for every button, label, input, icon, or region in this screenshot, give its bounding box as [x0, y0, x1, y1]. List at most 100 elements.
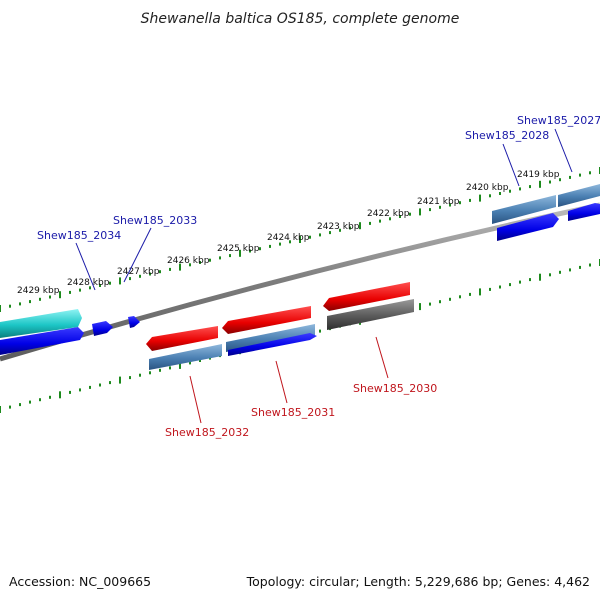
gene-block-steel[interactable]	[558, 184, 600, 207]
accession-text: Accession: NC_009665	[9, 574, 152, 589]
ruler-minor-tick	[319, 233, 321, 237]
ruler-minor-tick	[469, 292, 471, 296]
ruler-minor-tick	[159, 270, 161, 274]
ruler-major-tick	[119, 277, 121, 285]
ruler-major-tick	[419, 303, 421, 311]
tick-label: 2427 kbp	[117, 267, 160, 277]
gene-block-steel[interactable]	[492, 195, 556, 224]
gene-label-shew185-2031[interactable]: Shew185_2031	[251, 406, 335, 419]
tick-label: 2423 kbp	[317, 222, 360, 232]
ruler-minor-tick	[579, 265, 581, 269]
ruler-minor-tick	[519, 187, 521, 191]
ruler-minor-tick	[379, 219, 381, 223]
ruler-major-tick	[479, 194, 481, 202]
ruler-minor-tick	[409, 212, 411, 216]
ruler-minor-tick	[399, 215, 401, 218]
feature-track-reverse	[146, 282, 414, 370]
ruler-minor-tick	[9, 405, 11, 409]
ruler-minor-tick	[439, 300, 441, 304]
gene-label-shew185-2027[interactable]: Shew185_2027	[517, 114, 600, 127]
cds-arrow-forward[interactable]	[228, 333, 317, 356]
ruler-minor-tick	[69, 290, 71, 294]
ruler-minor-tick	[39, 297, 41, 301]
gene-label-shew185-2032[interactable]: Shew185_2032	[165, 426, 249, 439]
ruler-minor-tick	[389, 217, 391, 221]
ruler-minor-tick	[329, 231, 331, 235]
cds-arrow-reverse[interactable]	[222, 306, 311, 334]
ruler-minor-tick	[149, 272, 151, 276]
gene-labels: Shew185_2027 Shew185_2028 Shew185_2033 S…	[37, 114, 600, 439]
ruler-minor-tick	[569, 268, 571, 272]
ruler-minor-tick	[489, 287, 491, 291]
ruler-major-tick	[359, 222, 361, 230]
ruler-minor-tick	[439, 205, 441, 209]
ruler-minor-tick	[279, 242, 281, 246]
ruler-major-tick	[119, 376, 121, 384]
gene-block-teal[interactable]	[0, 309, 82, 338]
ruler-minor-tick	[529, 185, 531, 189]
leader-line	[75, 242, 96, 291]
tick-label: 2424 kbp	[267, 233, 310, 243]
ruler-minor-tick	[99, 383, 101, 387]
ruler-minor-tick	[49, 295, 51, 299]
ruler-minor-tick	[9, 304, 11, 308]
ruler-minor-tick	[19, 403, 21, 407]
ruler-minor-tick	[89, 286, 91, 290]
ruler-major-tick	[0, 305, 1, 312]
gene-label-shew185-2030[interactable]: Shew185_2030	[353, 382, 437, 395]
gene-label-shew185-2033[interactable]: Shew185_2033	[113, 214, 197, 227]
ruler-minor-tick	[139, 274, 141, 278]
cds-arrow-forward[interactable]	[128, 316, 140, 328]
ruler-minor-tick	[569, 175, 571, 179]
ruler-minor-tick	[129, 376, 131, 380]
ruler-minor-tick	[449, 297, 451, 301]
ruler-minor-tick	[109, 281, 111, 285]
cds-arrow-reverse[interactable]	[146, 326, 218, 351]
ruler-major-tick	[179, 361, 181, 369]
ruler-major-tick	[299, 236, 301, 243]
ruler-minor-tick	[429, 208, 431, 212]
gene-block-gray[interactable]	[327, 299, 414, 330]
gene-block-steel[interactable]	[149, 344, 222, 370]
ruler-minor-tick	[499, 192, 501, 195]
ruler-major-tick	[0, 406, 1, 413]
ruler-minor-tick	[189, 263, 191, 267]
ruler-minor-tick	[149, 371, 151, 375]
cds-arrow-forward[interactable]	[0, 327, 84, 355]
ruler-minor-tick	[39, 398, 41, 402]
ruler-minor-tick	[489, 194, 491, 198]
leader-line	[502, 143, 520, 187]
ruler-minor-tick	[269, 244, 271, 248]
ruler-minor-tick	[509, 283, 511, 287]
gene-label-shew185-2034[interactable]: Shew185_2034	[37, 229, 121, 242]
ruler-minor-tick	[499, 285, 501, 289]
tick-labels: 2419 kbp 2420 kbp 2421 kbp 2422 kbp 2423 kbp…	[17, 170, 560, 296]
ruler-minor-tick	[259, 247, 261, 251]
ruler-minor-tick	[249, 249, 251, 253]
tick-label: 2429 kbp	[17, 286, 60, 296]
tick-label: 2422 kbp	[367, 209, 410, 219]
ruler-minor-tick	[199, 261, 201, 264]
ruler-minor-tick	[29, 300, 31, 304]
ruler-minor-tick	[189, 361, 191, 365]
ruler-minor-tick	[219, 256, 221, 260]
cds-arrow-forward[interactable]	[568, 203, 600, 221]
leader-line	[189, 375, 202, 424]
gene-label-shew185-2028[interactable]: Shew185_2028	[465, 129, 549, 142]
ruler-minor-tick	[169, 366, 171, 370]
leader-line	[554, 128, 573, 173]
ruler-minor-tick	[529, 278, 531, 282]
cds-arrow-reverse[interactable]	[323, 282, 410, 311]
ruler-major-tick	[479, 288, 481, 296]
ruler-minor-tick	[169, 267, 171, 271]
cds-arrow-forward[interactable]	[497, 213, 559, 241]
ruler-minor-tick	[559, 270, 561, 274]
gene-block-steel[interactable]	[226, 324, 315, 352]
ruler-minor-tick	[89, 385, 91, 389]
cds-arrow-forward[interactable]	[92, 321, 113, 336]
ruler-minor-tick	[49, 395, 51, 399]
ruler-minor-tick	[159, 368, 161, 372]
ruler-minor-tick	[429, 302, 431, 306]
ruler-minor-tick	[449, 203, 451, 207]
